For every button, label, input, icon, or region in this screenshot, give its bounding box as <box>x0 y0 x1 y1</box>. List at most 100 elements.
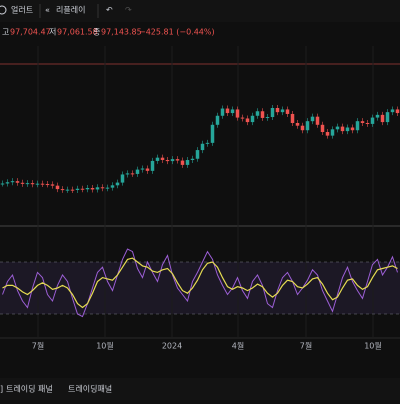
candle <box>185 160 190 165</box>
candle <box>0 183 5 185</box>
candle <box>160 157 165 161</box>
candle <box>125 173 130 175</box>
candle <box>315 116 320 125</box>
candle <box>190 158 195 161</box>
candle <box>335 126 340 130</box>
candle <box>220 108 225 116</box>
candle <box>45 184 50 186</box>
change-value: −425.81 (−0.44%) <box>139 28 215 37</box>
candle <box>310 116 315 122</box>
candle <box>370 117 375 124</box>
toolbar <box>0 0 400 22</box>
candle <box>355 121 360 131</box>
candle <box>75 188 80 190</box>
candle <box>30 183 35 185</box>
candle <box>345 127 350 132</box>
candle <box>195 150 200 159</box>
replay-button[interactable]: 리플레이 <box>56 5 85 15</box>
candle <box>145 168 150 171</box>
candle <box>255 111 260 116</box>
candle <box>70 189 75 191</box>
candle <box>60 189 65 191</box>
candle <box>135 169 140 174</box>
candle <box>115 182 120 186</box>
candle <box>40 183 45 185</box>
trading-panel-tab[interactable]: 트레이딩패널 <box>68 384 112 394</box>
candle <box>325 132 330 136</box>
candle <box>290 113 295 123</box>
candle <box>350 127 355 131</box>
candle <box>245 118 250 123</box>
candle <box>270 108 275 118</box>
alert-button[interactable]: 얼러트 <box>11 5 33 15</box>
candle <box>90 188 95 190</box>
candle <box>210 124 215 143</box>
candle <box>95 187 100 190</box>
candle <box>280 109 285 113</box>
candle <box>130 173 135 175</box>
candle <box>240 117 245 119</box>
x-tick-label: 7월 <box>300 341 312 351</box>
candle <box>360 121 365 123</box>
trading-panel-tab[interactable]: 트레이딩 패널 <box>6 384 53 394</box>
candle <box>100 187 105 189</box>
candle <box>105 187 110 189</box>
candle <box>340 126 345 132</box>
candle <box>300 125 305 131</box>
candle <box>385 112 390 123</box>
candle <box>175 159 180 161</box>
candle <box>375 114 380 118</box>
low-label: 저 <box>49 28 56 37</box>
replay-icon: « <box>45 6 50 15</box>
high-value: 97,704.47 <box>10 28 51 37</box>
candle <box>230 109 235 114</box>
x-tick-label: 4월 <box>232 341 244 351</box>
candle <box>5 182 10 184</box>
candle <box>390 109 395 113</box>
candle <box>165 160 170 162</box>
candle <box>305 121 310 131</box>
x-tick-label: 7월 <box>32 341 44 351</box>
candle <box>215 115 220 125</box>
candle <box>170 159 175 162</box>
candle <box>15 181 20 183</box>
candle <box>235 109 240 118</box>
rsi-ma <box>2 257 398 309</box>
candle <box>150 160 155 171</box>
low-value: 97,061.58 <box>57 28 98 37</box>
candle <box>120 174 125 183</box>
candle <box>110 185 115 188</box>
candle <box>140 168 145 170</box>
candle <box>10 181 15 183</box>
candle <box>250 115 255 123</box>
alert-icon[interactable] <box>0 5 7 15</box>
candle <box>180 160 185 165</box>
x-tick-label: 10월 <box>96 341 114 351</box>
close-value: 97,143.85 <box>101 28 142 37</box>
undo[interactable]: ↶ <box>105 6 113 15</box>
trading-panel-tab[interactable]: ] <box>0 385 3 394</box>
candle <box>320 124 325 133</box>
high-label: 고 <box>2 28 9 37</box>
candle <box>35 183 40 185</box>
candle <box>265 117 270 119</box>
candle <box>330 129 335 136</box>
candle <box>225 108 230 114</box>
candle <box>395 109 400 114</box>
candle <box>275 108 280 113</box>
candle <box>380 114 385 123</box>
close-label: 종 <box>93 28 100 37</box>
candle <box>65 189 70 191</box>
candle <box>55 185 60 190</box>
rsi-band-fill <box>0 262 400 314</box>
candle <box>80 188 85 190</box>
rsi-values <box>2 248 398 318</box>
candle <box>200 143 205 151</box>
candle <box>260 111 265 118</box>
redo[interactable]: ↷ <box>125 6 132 15</box>
candle <box>85 188 90 190</box>
candle <box>295 122 300 126</box>
x-tick-label: 10월 <box>364 341 382 351</box>
